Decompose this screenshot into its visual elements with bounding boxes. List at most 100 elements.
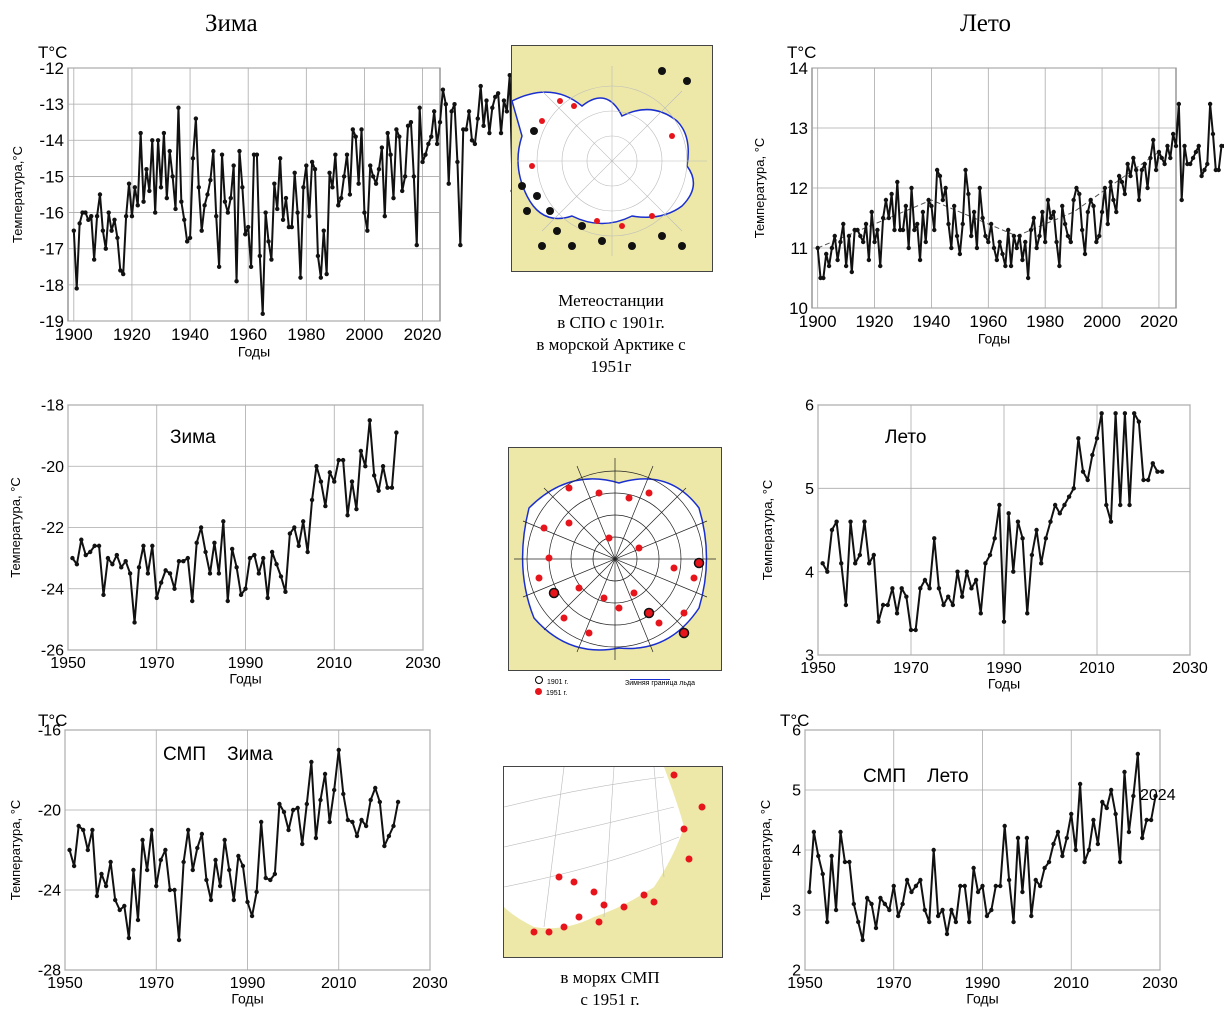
data-point xyxy=(79,537,84,542)
data-point xyxy=(268,877,273,883)
data-point xyxy=(920,209,926,215)
data-point xyxy=(1025,275,1031,281)
unit-label: T°C xyxy=(787,43,816,62)
unit-label: T°C xyxy=(780,711,809,730)
data-point xyxy=(849,269,855,275)
data-point xyxy=(108,859,113,865)
data-point xyxy=(105,555,111,561)
data-point xyxy=(193,116,199,121)
data-point xyxy=(1060,203,1065,209)
data-point xyxy=(300,841,305,847)
map3-red-dots xyxy=(530,771,706,936)
data-point xyxy=(103,246,108,251)
data-point xyxy=(969,233,974,239)
x-tick-label: 2000 xyxy=(346,325,384,344)
data-point xyxy=(1099,209,1105,215)
data-point xyxy=(846,233,852,239)
data-point xyxy=(960,221,965,227)
data-point xyxy=(954,233,960,239)
data-point xyxy=(376,167,382,172)
data-point xyxy=(1111,197,1116,203)
data-point xyxy=(889,191,894,197)
data-point xyxy=(469,138,475,143)
y-tick-label: -20 xyxy=(41,459,64,476)
data-point xyxy=(263,875,268,881)
end-year-label: 2024 xyxy=(1140,787,1176,804)
x-tick-label: 1920 xyxy=(856,312,894,331)
data-point xyxy=(154,883,159,889)
data-point xyxy=(1028,227,1034,233)
data-point xyxy=(820,871,825,877)
legend-1901: 1901 г. xyxy=(535,676,568,688)
data-point xyxy=(872,239,877,245)
x-tick-label: 1940 xyxy=(171,325,209,344)
data-point xyxy=(269,257,274,262)
data-point xyxy=(173,206,178,212)
data-point xyxy=(816,853,821,859)
data-point xyxy=(994,257,1000,263)
data-point xyxy=(394,430,399,435)
y-tick-label: -19 xyxy=(39,312,64,331)
data-point xyxy=(164,195,170,201)
data-point xyxy=(873,925,879,931)
data-point xyxy=(964,569,969,574)
data-point xyxy=(207,571,213,576)
data-point xyxy=(278,574,284,579)
data-point xyxy=(158,185,164,190)
data-point xyxy=(358,448,364,454)
data-point xyxy=(101,592,106,598)
unit-label: T°C xyxy=(38,711,67,730)
data-point xyxy=(117,907,122,913)
data-point xyxy=(841,221,846,227)
data-point xyxy=(190,156,196,161)
data-point xyxy=(1045,197,1051,203)
data-point xyxy=(1105,221,1110,227)
data-point xyxy=(880,602,886,608)
data-point xyxy=(1042,865,1047,871)
data-point xyxy=(1071,197,1076,203)
data-point xyxy=(1014,245,1019,251)
data-point xyxy=(434,141,440,147)
x-tick-label: 1960 xyxy=(229,325,267,344)
data-point xyxy=(1055,829,1061,835)
map1-svg xyxy=(512,46,712,271)
y-tick-label: -15 xyxy=(39,167,64,186)
data-point xyxy=(1207,101,1213,107)
data-point xyxy=(856,919,861,925)
data-point xyxy=(969,586,974,591)
data-point xyxy=(219,152,225,157)
data-point xyxy=(122,903,127,909)
legend-1951-label: 1951 г. xyxy=(546,690,568,697)
data-point xyxy=(263,210,268,215)
data-point xyxy=(1216,167,1221,173)
data-point xyxy=(304,801,310,807)
data-point xyxy=(443,101,449,107)
data-point xyxy=(1017,233,1022,239)
data-point xyxy=(190,867,195,873)
data-point xyxy=(345,817,351,823)
data-point xyxy=(1196,143,1201,149)
data-point xyxy=(931,847,936,853)
data-point xyxy=(272,871,278,877)
data-point xyxy=(1176,101,1182,107)
data-point xyxy=(344,152,350,157)
data-point xyxy=(493,94,498,100)
data-point xyxy=(119,565,124,570)
data-point xyxy=(234,279,239,284)
data-point xyxy=(194,540,199,546)
data-point xyxy=(103,883,109,889)
data-point xyxy=(953,919,959,925)
map3-caption: в морях СМП с 1951 г. xyxy=(510,967,710,1011)
data-point xyxy=(1066,494,1072,499)
data-point xyxy=(356,181,361,186)
data-point xyxy=(176,937,182,943)
data-point xyxy=(1076,436,1081,441)
data-point xyxy=(158,857,164,863)
data-point xyxy=(887,907,892,913)
x-tick-label: 1900 xyxy=(55,325,93,344)
data-point xyxy=(112,897,118,903)
data-point xyxy=(1034,527,1039,533)
data-point xyxy=(857,552,863,558)
data-point xyxy=(195,845,200,851)
data-point xyxy=(212,540,217,546)
